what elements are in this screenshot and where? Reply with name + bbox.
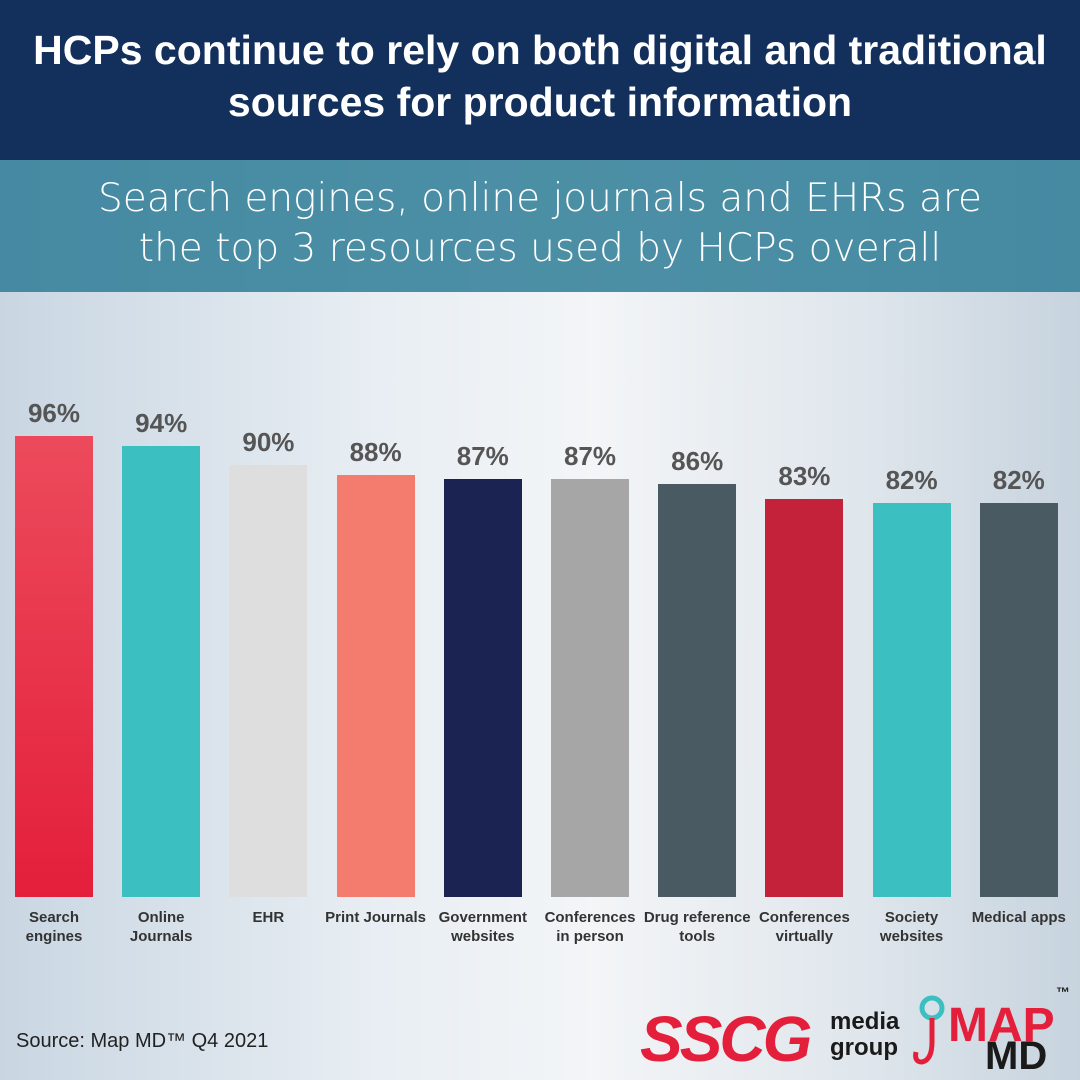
category-label: Online Journals <box>129 909 193 945</box>
category-label: Government websites <box>438 909 527 945</box>
category-label: Search engines <box>25 909 83 945</box>
category-label: Conferences virtually <box>758 909 850 945</box>
bar <box>658 484 737 897</box>
value-label: 87% <box>456 441 509 472</box>
logo-group: group <box>830 1034 898 1061</box>
value-label: 94% <box>135 407 188 438</box>
value-label: 86% <box>671 446 724 477</box>
logo-sscg: SSCG <box>640 1003 812 1075</box>
bar <box>336 474 415 897</box>
bar <box>229 465 308 897</box>
bar <box>979 503 1058 897</box>
category-label: EHR <box>252 909 285 926</box>
logo-md: MD <box>985 1034 1048 1078</box>
value-label: 88% <box>349 436 402 467</box>
bar <box>765 498 844 897</box>
value-label: 83% <box>778 460 831 491</box>
value-label: 87% <box>563 441 617 472</box>
source: Source: Map MD™ Q4 2021 <box>16 1030 269 1052</box>
category-label: Medical apps <box>971 909 1066 926</box>
bar <box>15 436 93 897</box>
bar <box>122 445 201 897</box>
bar <box>872 503 951 897</box>
value-label: 90% <box>242 427 295 457</box>
logo-map: MAP <box>948 999 1055 1052</box>
category-label: Conferences in person <box>544 909 636 945</box>
category-label: Drug reference tools <box>643 909 751 945</box>
value-label: 82% <box>992 465 1045 496</box>
stethoscope-icon <box>913 995 945 1065</box>
category-label: Print Journals <box>325 909 427 926</box>
bar <box>551 479 629 897</box>
value-label: 96% <box>27 398 81 429</box>
title: HCPs continue to rely on both digital an… <box>0 0 1080 160</box>
value-label: 82% <box>885 465 938 496</box>
subtitle: Search engines, online journals and EHRs… <box>0 160 1080 292</box>
logo-tm: ™ <box>1056 984 1070 1000</box>
logo-media: media <box>830 1008 900 1035</box>
category-label: Society websites <box>879 909 944 945</box>
bar <box>443 479 522 897</box>
